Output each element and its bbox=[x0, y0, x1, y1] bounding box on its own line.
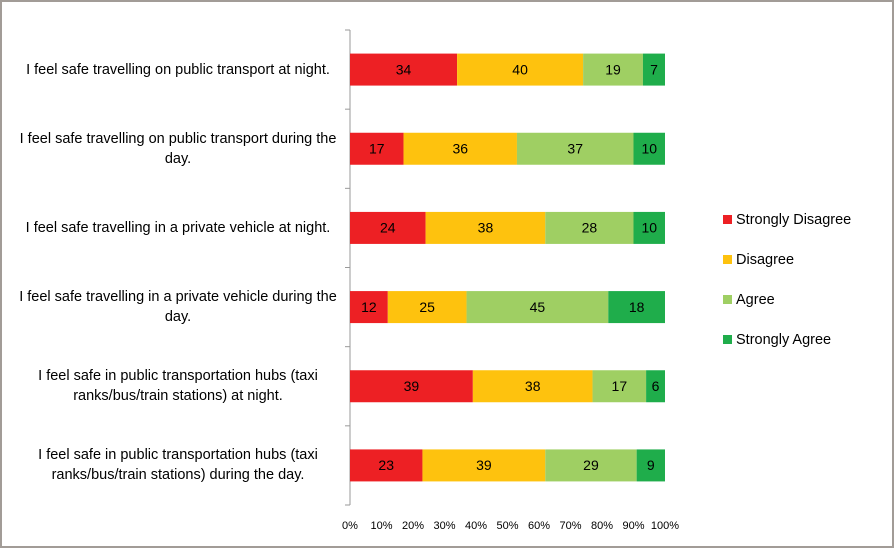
data-label: 6 bbox=[652, 378, 660, 394]
bar-segment bbox=[350, 132, 404, 165]
data-label: 17 bbox=[612, 378, 628, 394]
data-label: 34 bbox=[396, 61, 412, 77]
bar-segment bbox=[387, 291, 467, 324]
data-label: 29 bbox=[583, 457, 599, 473]
data-label: 40 bbox=[512, 61, 528, 77]
category-label: I feel safe in public transportation hub… bbox=[38, 447, 318, 484]
data-label: 38 bbox=[478, 220, 494, 236]
x-tick-label: 0% bbox=[342, 520, 358, 532]
data-label: 10 bbox=[641, 140, 657, 156]
data-label: 28 bbox=[582, 220, 598, 236]
data-label: 7 bbox=[650, 61, 658, 77]
data-label: 9 bbox=[647, 457, 655, 473]
bar-segment bbox=[516, 132, 634, 165]
x-tick-label: 90% bbox=[622, 520, 644, 532]
legend-swatch bbox=[723, 215, 732, 224]
bar-segment bbox=[642, 53, 665, 86]
legend-label: Strongly Disagree bbox=[736, 212, 851, 228]
x-tick-label: 100% bbox=[651, 520, 679, 532]
data-label: 24 bbox=[380, 220, 396, 236]
data-label: 17 bbox=[369, 140, 385, 156]
x-tick-label: 80% bbox=[591, 520, 613, 532]
legend-swatch bbox=[723, 295, 732, 304]
bar-segment bbox=[583, 53, 643, 86]
data-label: 36 bbox=[452, 140, 468, 156]
data-label: 39 bbox=[404, 378, 420, 394]
legend-swatch bbox=[723, 335, 732, 344]
bar-segment bbox=[350, 370, 473, 403]
category-label: I feel safe travelling in a private vehi… bbox=[19, 289, 337, 326]
category-label: I feel safe travelling in a private vehi… bbox=[25, 219, 331, 236]
x-tick-label: 70% bbox=[559, 520, 581, 532]
bar-segment bbox=[646, 370, 665, 403]
data-label: 12 bbox=[361, 299, 377, 315]
x-tick-label: 10% bbox=[370, 520, 392, 532]
legend-swatch bbox=[723, 255, 732, 264]
x-tick-label: 50% bbox=[496, 520, 518, 532]
category-label: I feel safe travelling on public transpo… bbox=[26, 61, 330, 78]
bar-segment bbox=[350, 291, 388, 324]
legend-label: Disagree bbox=[736, 252, 794, 268]
x-tick-label: 30% bbox=[433, 520, 455, 532]
bar-segment bbox=[457, 53, 584, 86]
bar-segment bbox=[350, 53, 458, 86]
legend-label: Agree bbox=[736, 292, 775, 308]
legend-label: Strongly Agree bbox=[736, 332, 831, 348]
category-label: I feel safe travelling on public transpo… bbox=[19, 130, 337, 167]
data-label: 18 bbox=[629, 299, 645, 315]
bar-segment bbox=[545, 449, 637, 482]
data-label: 45 bbox=[530, 299, 546, 315]
data-label: 38 bbox=[525, 378, 541, 394]
bar-segment bbox=[350, 211, 426, 244]
bar-segment bbox=[466, 291, 609, 324]
x-tick-label: 60% bbox=[528, 520, 550, 532]
x-tick-label: 40% bbox=[465, 520, 487, 532]
bar-segment bbox=[425, 211, 546, 244]
category-label: I feel safe in public transportation hub… bbox=[38, 368, 318, 405]
bar-segment bbox=[608, 291, 665, 324]
data-label: 19 bbox=[605, 61, 621, 77]
bar-segment bbox=[592, 370, 647, 403]
data-label: 25 bbox=[419, 299, 435, 315]
bar-segment bbox=[422, 449, 546, 482]
data-label: 23 bbox=[378, 457, 394, 473]
bar-segment bbox=[350, 449, 423, 482]
bar-segment bbox=[545, 211, 634, 244]
data-label: 39 bbox=[476, 457, 492, 473]
data-label: 37 bbox=[567, 140, 583, 156]
bar-segment bbox=[636, 449, 665, 482]
x-tick-label: 20% bbox=[402, 520, 424, 532]
data-label: 10 bbox=[641, 220, 657, 236]
bar-segment bbox=[633, 132, 665, 165]
bar-segment bbox=[472, 370, 593, 403]
bar-segment bbox=[403, 132, 517, 165]
bar-segment bbox=[633, 211, 665, 244]
